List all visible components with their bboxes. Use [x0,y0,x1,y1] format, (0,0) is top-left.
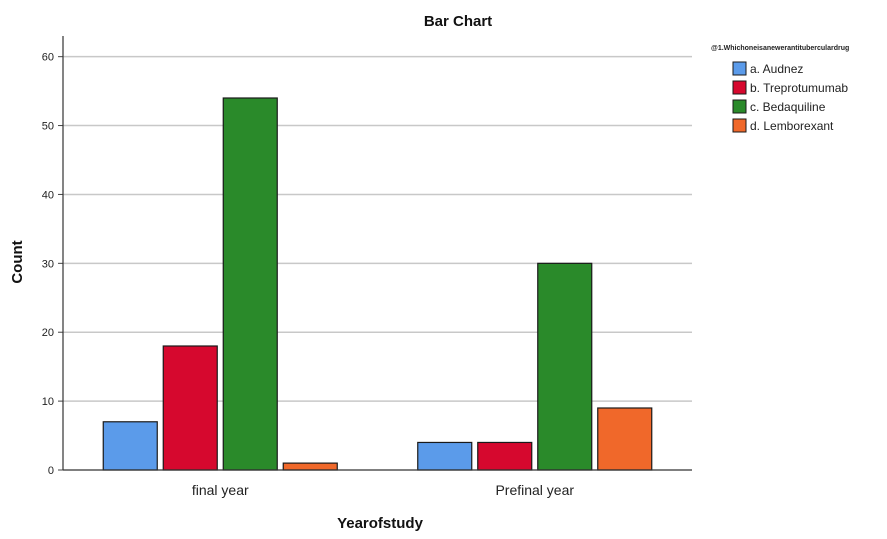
legend-swatch [732,80,747,95]
bar [282,462,338,471]
y-tick-label: 60 [42,52,54,64]
bar [222,97,278,471]
legend-label: a. Audnez [750,62,803,76]
legend-swatch [732,99,747,114]
x-tick-label: final year [192,482,249,498]
legend-label: b. Treprotumumab [750,81,848,95]
bar [597,407,653,471]
bar [477,441,533,471]
legend: a. Audnez b. Treprotumumab c. Bedaquiline d… [732,61,848,133]
bar [102,421,158,471]
chart-title: Bar Chart [424,13,492,30]
y-tick-label: 30 [42,258,54,270]
gridlines [63,55,692,402]
legend-swatch [732,61,747,76]
axes: 0 10 20 30 40 50 60 final year Prefinal year [42,36,692,498]
bars [102,97,653,471]
x-tick-label: Prefinal year [495,482,574,498]
y-axis-title: Count [9,240,26,283]
y-tick-label: 40 [42,189,54,201]
y-tick-label: 0 [48,465,54,477]
legend-label: c. Bedaquiline [750,100,826,114]
y-tick-label: 20 [42,327,54,339]
y-tick-label: 10 [42,396,54,408]
y-tick-label: 50 [42,121,54,133]
bar [162,345,218,471]
bar [417,441,473,471]
bar [537,262,593,471]
legend-title: @1.Whichoneisanewerantituberculardrug [711,45,849,52]
legend-label: d. Lemborexant [750,119,834,133]
x-axis-title: Yearofstudy [337,515,424,532]
legend-swatch [732,118,747,133]
